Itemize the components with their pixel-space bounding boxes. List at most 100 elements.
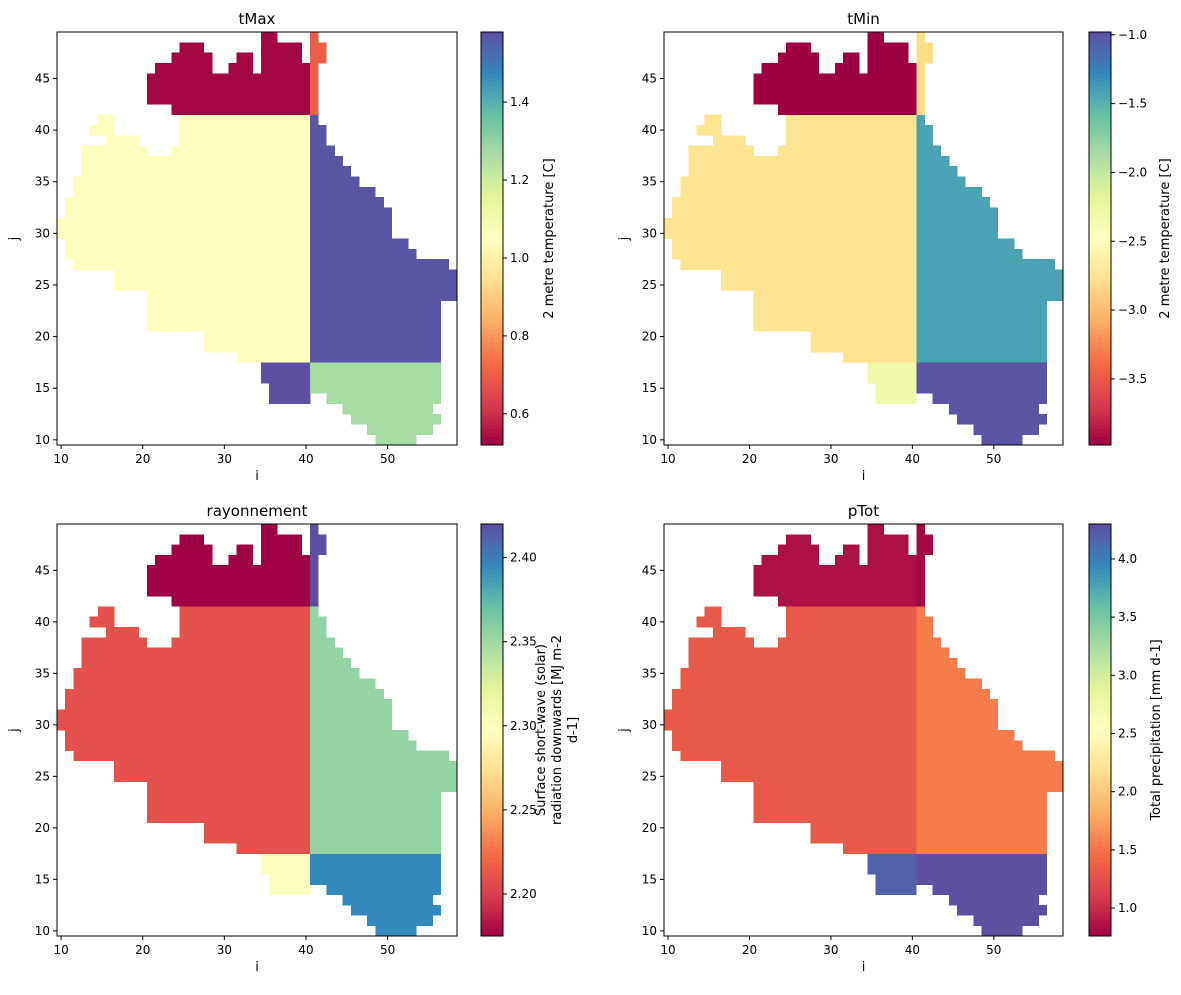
colorbar-step	[481, 907, 503, 912]
heatmap-cell	[416, 884, 425, 896]
heatmap-cell	[359, 740, 368, 751]
heatmap-cell	[105, 699, 115, 710]
heatmap-cell	[399, 414, 409, 425]
heatmap-cell	[1030, 403, 1039, 415]
colorbar-step	[1089, 279, 1111, 285]
heatmap-cell	[949, 843, 958, 854]
heatmap-cell	[924, 781, 934, 793]
heatmap-cell	[81, 699, 90, 710]
heatmap-cell	[399, 915, 409, 926]
heatmap-cell	[875, 730, 885, 741]
heatmap-cell	[875, 124, 885, 136]
colorbar-step	[1089, 841, 1111, 846]
colorbar-step	[1089, 833, 1111, 838]
heatmap-cell	[367, 238, 376, 250]
heatmap-cell	[949, 269, 958, 281]
heatmap-cell	[293, 627, 303, 638]
heatmap-cell	[1038, 905, 1048, 916]
heatmap-cell	[408, 884, 417, 896]
heatmap-cell	[924, 853, 934, 865]
heatmap-cell	[293, 699, 303, 710]
heatmap-cell	[212, 155, 221, 167]
heatmap-cell	[228, 259, 237, 270]
heatmap-cell	[826, 616, 836, 628]
heatmap-cell	[892, 833, 901, 844]
heatmap-cell	[408, 833, 417, 844]
heatmap-cell	[729, 627, 738, 638]
heatmap-cell	[432, 300, 441, 312]
heatmap-cell	[326, 781, 335, 793]
heatmap-cell	[285, 62, 295, 74]
heatmap-cell	[203, 709, 213, 720]
heatmap-cell	[664, 228, 673, 239]
colorbar-step	[1089, 874, 1111, 879]
heatmap-cell	[883, 863, 893, 875]
heatmap-cell	[924, 637, 934, 648]
heatmap-cell	[383, 771, 392, 782]
heatmap-cell	[310, 83, 319, 95]
heatmap-cell	[892, 709, 901, 720]
heatmap-cell	[359, 186, 368, 198]
heatmap-cell	[310, 760, 319, 772]
colorbar-step	[1089, 540, 1111, 546]
heatmap-cell	[146, 248, 156, 260]
heatmap-cell	[851, 176, 860, 188]
heatmap-cell	[672, 197, 681, 208]
colorbar-step	[481, 217, 503, 223]
heatmap-cell	[721, 719, 730, 731]
heatmap-cell	[163, 83, 172, 95]
heatmap-cell	[220, 197, 229, 208]
heatmap-cell	[867, 596, 877, 607]
heatmap-cell	[859, 321, 868, 332]
heatmap-cell	[310, 228, 319, 239]
heatmap-cell	[408, 403, 417, 415]
heatmap-cell	[97, 228, 107, 239]
colorbar-step	[481, 544, 503, 550]
heatmap-cell	[57, 217, 66, 229]
heatmap-cell	[989, 812, 999, 823]
heatmap-cell	[252, 771, 262, 782]
heatmap-cell	[704, 228, 714, 239]
heatmap-cell	[769, 554, 779, 566]
heatmap-cell	[236, 668, 246, 679]
heatmap-cell	[997, 403, 1007, 415]
heatmap-cell	[391, 238, 401, 250]
heatmap-cell	[212, 730, 221, 741]
heatmap-cell	[729, 771, 738, 782]
heatmap-cell	[228, 822, 237, 834]
heatmap-cell	[285, 678, 295, 690]
heatmap-cell	[212, 719, 221, 731]
heatmap-cell	[73, 186, 82, 198]
heatmap-cell	[957, 331, 966, 343]
colorbar-step	[481, 672, 503, 677]
heatmap-cell	[261, 352, 270, 363]
heatmap-cell	[163, 657, 172, 669]
heatmap-cell	[875, 310, 885, 322]
heatmap-cell	[350, 688, 360, 700]
heatmap-cell	[965, 300, 974, 312]
heatmap-cell	[932, 853, 942, 865]
heatmap-cell	[236, 248, 246, 260]
heatmap-cell	[810, 781, 820, 793]
heatmap-cell	[965, 688, 974, 700]
heatmap-cell	[1006, 874, 1015, 885]
heatmap-cell	[737, 166, 746, 177]
heatmap-cell	[802, 554, 811, 566]
heatmap-cell	[843, 341, 852, 353]
heatmap-cell	[818, 678, 828, 690]
heatmap-cell	[908, 565, 917, 576]
heatmap-cell	[154, 300, 164, 312]
heatmap-cell	[826, 709, 836, 720]
heatmap-cell	[761, 269, 771, 281]
heatmap-cell	[916, 554, 925, 566]
heatmap-cell	[391, 822, 401, 834]
heatmap-cell	[326, 383, 335, 394]
heatmap-cell	[261, 760, 270, 772]
heatmap-cell	[810, 699, 820, 710]
heatmap-cell	[359, 228, 368, 239]
heatmap-cell	[154, 781, 164, 793]
heatmap-cell	[753, 279, 763, 291]
heatmap-cell	[326, 853, 335, 865]
colorbar-step	[481, 610, 503, 616]
